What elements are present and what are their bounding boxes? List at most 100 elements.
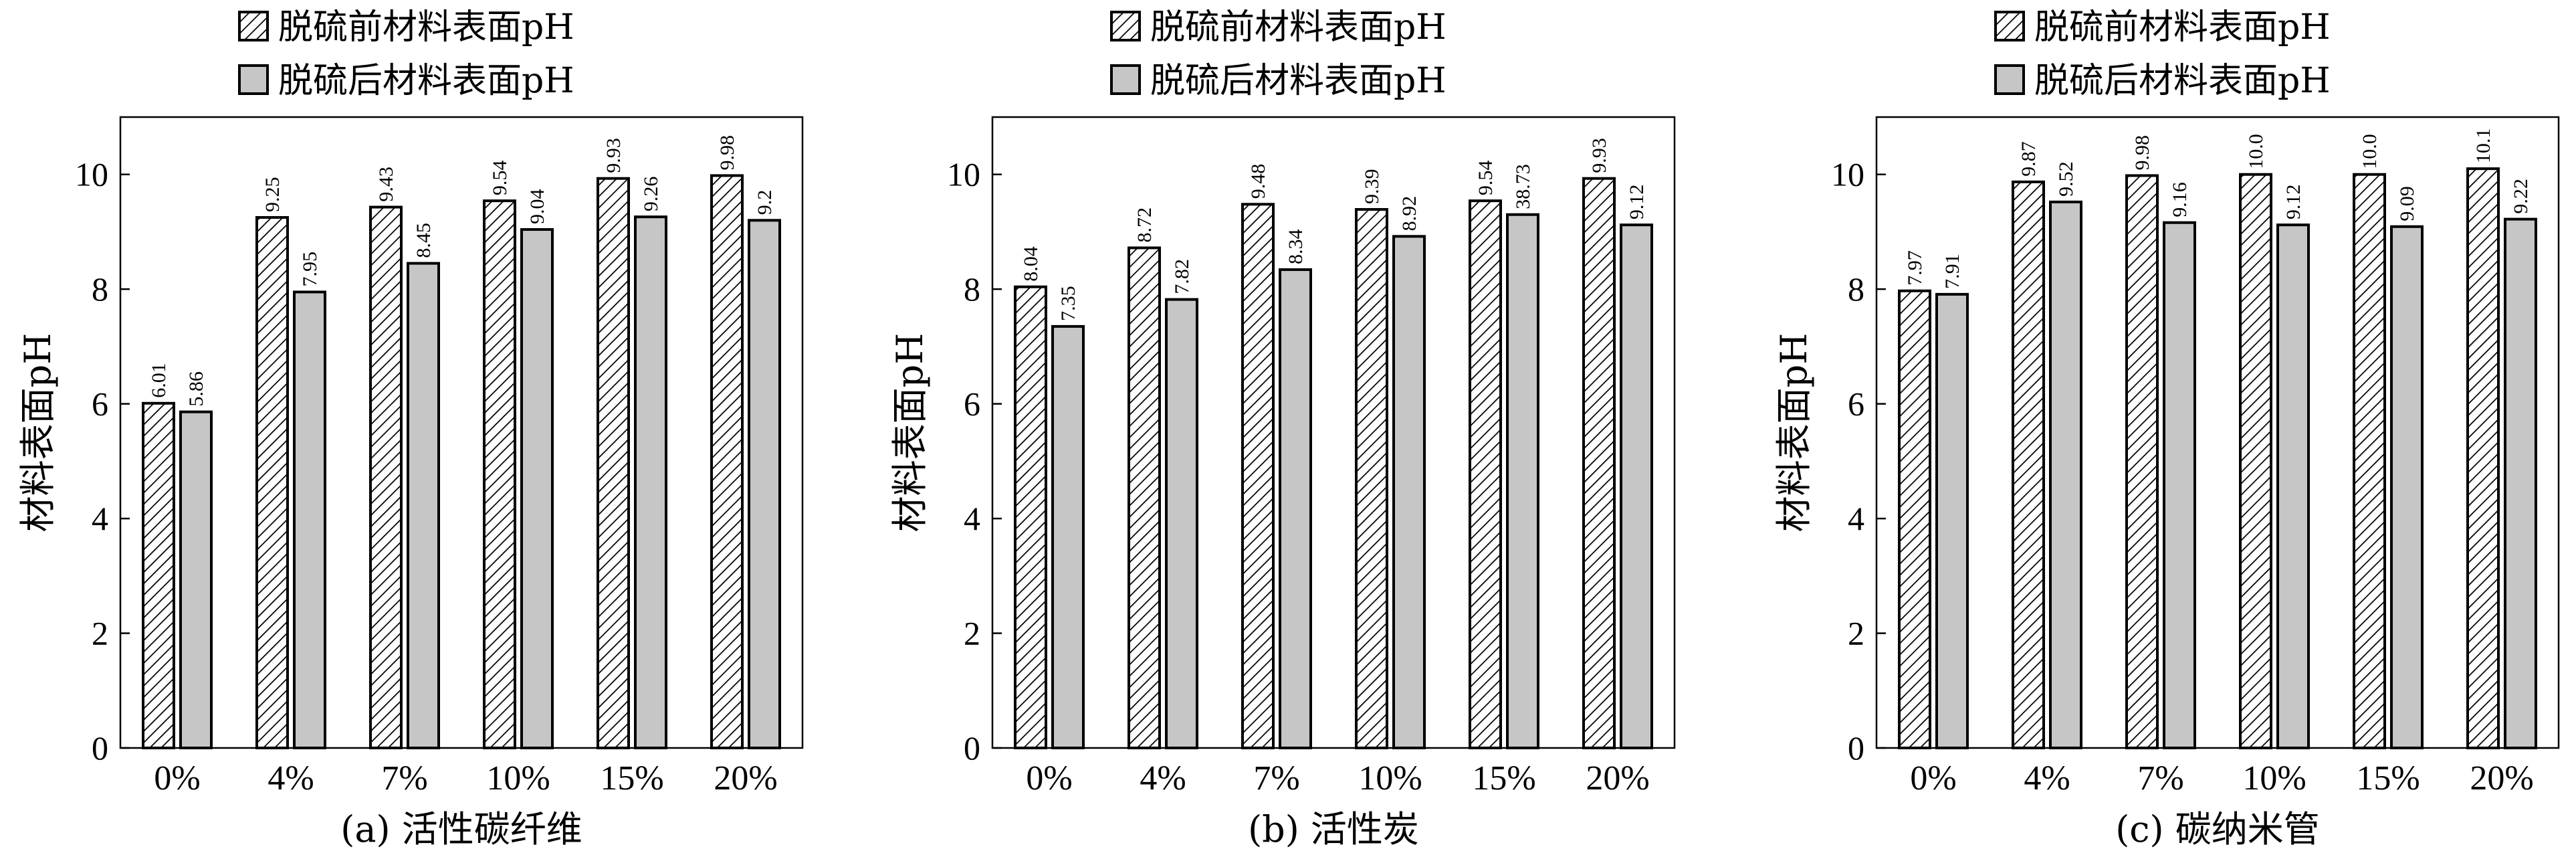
data-label: 9.04: [526, 189, 548, 225]
chart-panels: 脱硫前材料表面pH 脱硫后材料表面pH 0 2 4 6 8 10 材料表面pH 6.01 5.86 0…: [17, 7, 2560, 850]
data-label: 7.97: [1904, 250, 1926, 286]
bar-before-2: [1128, 246, 1161, 749]
x-tick-label: 7%: [2137, 759, 2183, 797]
bar-before-3: [2125, 174, 2159, 749]
x-tick-label: 15%: [1472, 759, 1535, 797]
data-label: 8.92: [1398, 196, 1420, 231]
data-label: 9.22: [2510, 179, 2532, 214]
x-tick-label: 7%: [381, 759, 427, 797]
x-tick-label: 0%: [1910, 759, 1956, 797]
data-label: 6.01: [148, 363, 170, 398]
chart-panel-2: 脱硫前材料表面pH 脱硫后材料表面pH 0 2 4 6 8 10 材料表面pH 8.04 7.35 0…: [889, 7, 1676, 850]
bar-after-6: [1620, 223, 1653, 749]
data-label: 10.0: [2245, 134, 2267, 169]
data-label: 9.12: [2282, 185, 2304, 220]
y-tick-label: 4: [964, 500, 980, 537]
bar-after-6: [2504, 217, 2537, 749]
legend: 脱硫前材料表面pH 脱硫后材料表面pH: [1110, 7, 1446, 101]
legend-swatch-after: [238, 64, 269, 95]
data-label: 7.91: [1941, 254, 1963, 289]
data-label: 9.98: [2131, 135, 2153, 171]
bar-before-4: [2239, 173, 2272, 749]
data-label: 38.73: [1512, 164, 1534, 209]
bar-after-2: [2049, 200, 2082, 750]
data-label: 10.0: [2359, 134, 2381, 169]
y-tick-label: 0: [92, 729, 108, 767]
bar-after-2: [1165, 298, 1198, 749]
legend-swatch-before: [1110, 11, 1141, 41]
data-label: 9.26: [640, 177, 662, 212]
data-label: 9.2: [754, 190, 776, 215]
x-tick-label: 7%: [1253, 759, 1299, 797]
bar-after-3: [407, 262, 440, 749]
data-label: 9.93: [603, 138, 625, 173]
bar-before-1: [1014, 285, 1047, 749]
data-label: 9.09: [2396, 186, 2418, 221]
data-label: 9.54: [1475, 161, 1497, 196]
x-tick-label: 15%: [600, 759, 663, 797]
legend-label-before: 脱硫前材料表面pH: [2034, 7, 2331, 47]
legend-label-after: 脱硫后材料表面pH: [2034, 61, 2331, 101]
bar-after-1: [179, 410, 213, 749]
data-label: 8.04: [1020, 246, 1042, 282]
x-tick-label: 10%: [1358, 759, 1422, 797]
bar-before-4: [1355, 208, 1388, 749]
data-label: 9.25: [261, 177, 284, 213]
chart-panel-3: 脱硫前材料表面pH 脱硫后材料表面pH 0 2 4 6 8 10 材料表面pH 7.97 7.91 0…: [1773, 7, 2560, 850]
bar-before-2: [2012, 180, 2045, 749]
data-label: 8.72: [1134, 207, 1156, 243]
y-tick-label: 2: [1848, 615, 1864, 652]
legend-label-before: 脱硫前材料表面pH: [1150, 7, 1446, 47]
y-tick-label: 4: [92, 500, 108, 537]
legend-swatch-before: [238, 11, 269, 41]
bar-before-3: [369, 205, 403, 750]
data-label: 7.35: [1057, 286, 1079, 321]
y-tick-label: 8: [964, 270, 980, 308]
bar-after-1: [1051, 324, 1085, 749]
y-tick-label: 4: [1848, 500, 1864, 537]
y-tick-label: 2: [964, 615, 980, 652]
data-label: 9.52: [2055, 161, 2077, 197]
y-axis-label: 材料表面pH: [889, 333, 931, 533]
chart-caption: (c) 碳纳米管: [2115, 808, 2320, 850]
x-tick-label: 20%: [2470, 759, 2533, 797]
bar-after-3: [1279, 268, 1312, 749]
bar-before-4: [483, 199, 516, 749]
bar-after-5: [2390, 225, 2424, 750]
x-tick-label: 15%: [2356, 759, 2420, 797]
y-tick-label: 8: [1848, 270, 1864, 308]
plot-frame: [119, 116, 804, 749]
legend-swatch-before: [1994, 11, 2025, 41]
bar-after-4: [520, 228, 554, 749]
legend: 脱硫前材料表面pH 脱硫后材料表面pH: [1994, 7, 2331, 101]
data-label: 9.54: [489, 161, 511, 196]
bar-before-1: [142, 401, 175, 749]
legend-swatch-after: [1994, 64, 2025, 95]
data-label: 9.98: [716, 135, 738, 171]
data-label: 7.82: [1171, 259, 1193, 294]
bar-before-6: [2466, 167, 2500, 749]
bar-before-1: [1898, 289, 1931, 749]
x-tick-label: 0%: [154, 759, 200, 797]
y-tick-label: 6: [964, 385, 980, 423]
y-tick-label: 10: [75, 156, 108, 193]
y-tick-label: 6: [92, 385, 108, 423]
x-tick-label: 0%: [1026, 759, 1072, 797]
x-tick-label: 4%: [1140, 759, 1186, 797]
y-axis-label: 材料表面pH: [1773, 333, 1815, 533]
y-axis-label: 材料表面pH: [17, 333, 59, 533]
data-label: 5.86: [185, 371, 207, 407]
data-label: 9.93: [1588, 138, 1610, 173]
bar-after-4: [2276, 223, 2310, 749]
bar-after-5: [634, 215, 667, 749]
y-tick-label: 0: [1848, 729, 1864, 767]
legend: 脱硫前材料表面pH 脱硫后材料表面pH: [238, 7, 574, 101]
data-label: 9.43: [375, 167, 397, 202]
legend-label-after: 脱硫后材料表面pH: [1150, 61, 1446, 101]
bar-after-3: [2163, 221, 2196, 750]
y-tick-label: 0: [964, 729, 980, 767]
x-tick-label: 4%: [267, 759, 314, 797]
data-label: 9.87: [2018, 141, 2040, 177]
x-tick-label: 4%: [2024, 759, 2070, 797]
